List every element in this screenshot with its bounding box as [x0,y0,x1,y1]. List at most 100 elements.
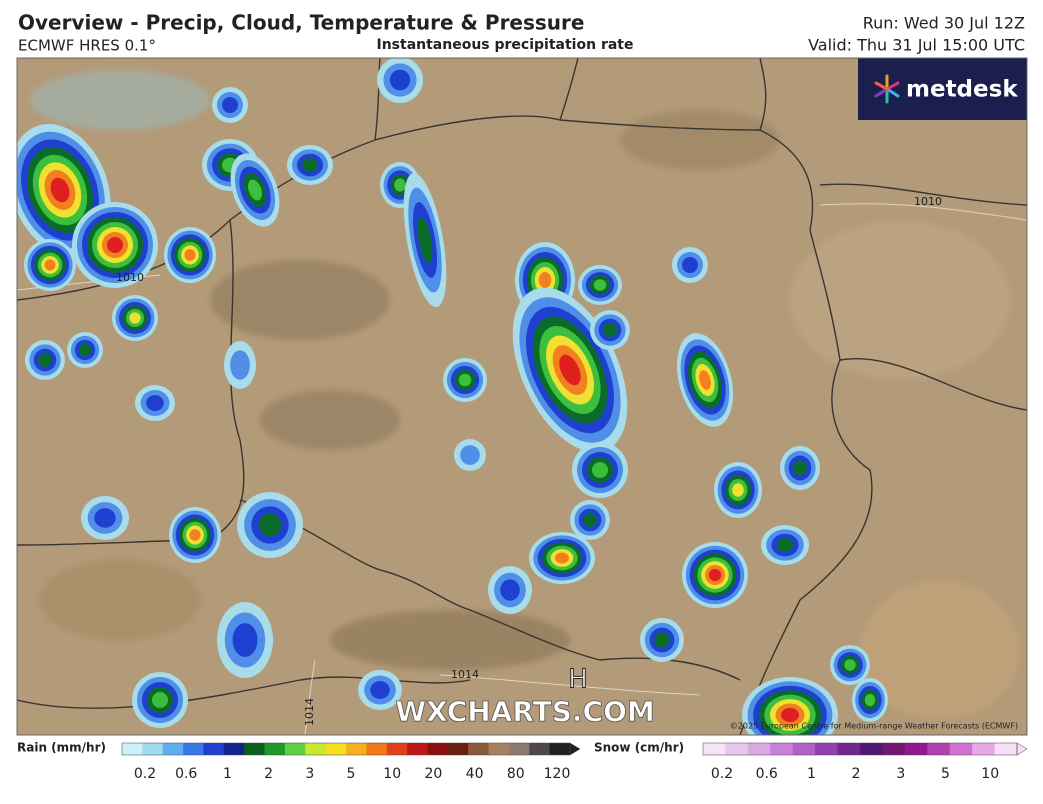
snow-tick-label: 5 [941,766,950,782]
snow-swatch [927,743,951,755]
rain-legend-title: Rain (mm/hr) [17,741,106,755]
rain-tick-label: 10 [383,766,401,782]
snow-swatch [994,743,1018,755]
layer: Instantaneous precipitation rate [377,37,634,53]
snow-swatch [770,743,794,755]
precip-cell [184,249,196,261]
rain-tick-label: 5 [347,766,356,782]
snow-tick-label: 10 [981,766,999,782]
precip-cell [864,693,876,707]
precip-cell [302,158,318,172]
rain-swatch [183,743,204,755]
snow-tick-label: 3 [896,766,905,782]
snow-swatch [747,743,771,755]
terrain [30,70,1020,720]
snow-swatch [972,743,996,755]
precip-cell [50,177,70,203]
rain-swatch [447,743,469,755]
precip-cell [389,69,411,91]
snow-tick-label: 2 [852,766,861,782]
snow-tick-label: 1 [807,766,816,782]
rain-swatch [223,743,245,755]
isobar-label: 1010 [116,271,144,284]
snow-swatch [792,743,816,755]
precip-cell [793,460,807,476]
precip-cell [78,343,92,357]
precip-cell [593,279,607,291]
precip-cell [555,552,569,564]
rain-swatch [346,743,367,755]
rain-swatch [386,743,408,755]
snow-tick-label: 0.6 [756,766,778,782]
rain-tick-label: 3 [305,766,314,782]
precip-cell [682,257,698,273]
snow-swatch [882,743,906,755]
rain-swatch [162,743,184,755]
watermark: WXCHARTS.COM [395,695,655,728]
precip-cell [583,513,597,527]
rain-swatch [529,743,551,755]
rain-swatch [427,743,449,755]
rain-swatch [305,743,327,755]
precip-cell [370,681,390,699]
rain-swatch [284,743,306,755]
precip-cell [592,462,608,478]
snow-swatch [904,743,928,755]
rain-frame [121,742,571,756]
snow-swatch [949,743,973,755]
rain-tick-label: 40 [466,766,484,782]
precip-cell [258,513,282,537]
precip-cell [417,216,433,264]
precip-cell [129,312,141,324]
precip-cell [603,323,617,337]
rain-swatch [325,743,347,755]
snow-frame [702,742,1018,756]
copyright: ©2025 European Centre for Medium-range W… [730,722,1018,731]
precip-cell [708,568,722,582]
rain-tick-label: 80 [507,766,525,782]
logo-icon [874,74,900,104]
precip-cell [732,483,744,497]
snow-swatch [725,743,749,755]
precip-cell [38,353,52,367]
snow-tick-label: 0.2 [711,766,733,782]
isobar-label: 1014 [303,698,316,726]
precip-cell [776,538,794,552]
map: 1010 1010 1014 1014 H [17,58,1027,735]
precip-cell [844,659,856,671]
rain-tick-label: 0.2 [134,766,156,782]
precip-cell [654,632,670,648]
logo-text: metdesk [906,77,1018,103]
snow-swatch [703,743,726,755]
precip-cell [44,259,56,271]
snow-swatch [815,743,839,755]
rain-tick-label: 20 [424,766,442,782]
precip-cell [500,579,520,601]
valid: Valid: Thu 31 Jul 15:00 UTC [808,36,1025,55]
precip-cell [152,692,168,708]
rain-tick-label: 2 [264,766,273,782]
rain-swatch [366,743,388,755]
precip-cell [559,354,581,386]
snow-legend-title: Snow (cm/hr) [594,741,684,755]
rain-swatch [407,743,428,755]
precip-cell [106,237,123,253]
precip-cell [458,373,472,387]
rain-swatch [488,743,510,755]
snow-swatch [837,743,861,755]
model: ECMWF HRES 0.1° [18,37,156,55]
rain-swatch [244,743,266,755]
title: Overview - Precip, Cloud, Temperature & … [18,11,584,35]
precip-cell [222,97,238,113]
rain-tick-label: 1 [223,766,232,782]
rain-tick-label: 120 [544,766,571,782]
pressure-centre: H [568,665,588,695]
precip-cell [146,395,164,411]
rain-swatch [142,743,164,755]
rain-swatch [264,743,286,755]
precip-cell [230,350,250,380]
isobar-label: 1010 [914,195,942,208]
precip-cell [538,272,552,288]
precip-cell [189,529,201,541]
rain-swatch [508,743,530,755]
